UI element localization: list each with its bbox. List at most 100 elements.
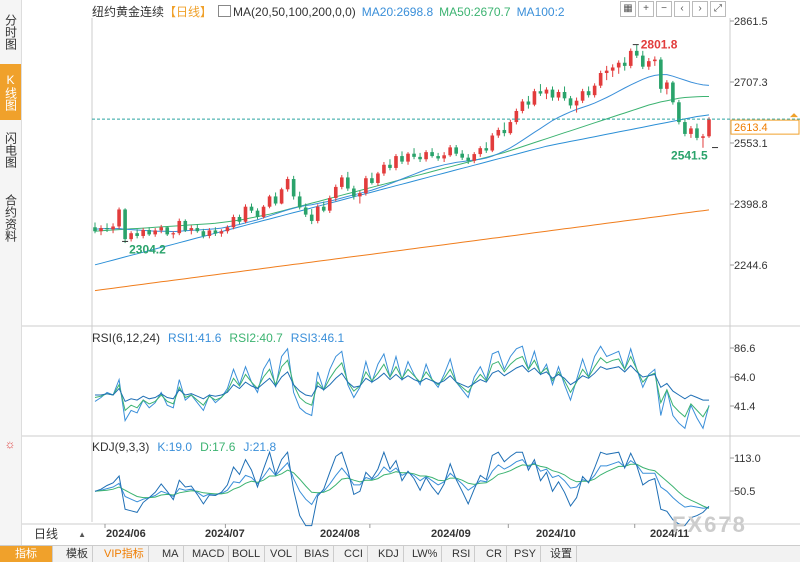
rsi-header: RSI(6,12,24) RSI1:41.6 RSI2:40.7 RSI3:46.1 — [92, 331, 352, 345]
candle-body — [352, 188, 356, 197]
candle-body — [147, 230, 151, 235]
candle-body — [382, 164, 386, 174]
zoom-in-icon[interactable]: + — [638, 1, 654, 17]
tab-ma[interactable]: MA — [158, 546, 184, 562]
candle-body — [562, 91, 567, 99]
low-annotation: 2304.2 — [129, 242, 166, 256]
candle-body — [701, 136, 705, 138]
period-selector[interactable]: 日线 ▲ — [22, 525, 88, 544]
y-tick-label: 2553.1 — [734, 138, 768, 150]
candle-body — [665, 82, 669, 89]
tab-flash[interactable]: 闪电图 — [3, 132, 18, 168]
candle-body — [424, 152, 428, 160]
candle-body — [321, 206, 326, 211]
tab-lw[interactable]: LW% — [408, 546, 443, 562]
kdj-line-j — [94, 450, 710, 527]
chart-type-icon[interactable]: ▦ — [620, 1, 636, 17]
candle-body — [538, 91, 543, 94]
candle-body — [303, 207, 308, 215]
candle-body — [628, 50, 633, 66]
candle-body — [412, 153, 416, 157]
candle-body — [604, 70, 609, 74]
ma20-value: MA20:2698.8 — [361, 5, 434, 19]
y-tick-label: 2398.8 — [734, 199, 768, 211]
tab-contract-info[interactable]: 合约资料 — [3, 194, 18, 242]
ma100-value: MA100:2 — [516, 5, 565, 19]
candle-body — [653, 59, 657, 62]
candle-body — [309, 214, 314, 221]
candle-body — [297, 196, 302, 208]
kdj-label: KDJ(9,3,3) — [92, 440, 150, 454]
candle-body — [183, 220, 188, 231]
candle-body — [671, 82, 675, 103]
candle-body — [580, 91, 585, 101]
candle-body — [243, 206, 248, 222]
candle-body — [659, 59, 663, 89]
tab-time-share[interactable]: 分时图 — [3, 14, 18, 50]
candle-body — [346, 177, 350, 189]
candle-body — [646, 61, 651, 67]
candle-body — [315, 206, 320, 221]
ma-params: MA(20,50,100,200,0,0) — [233, 5, 356, 19]
rsi-label: RSI(6,12,24) — [92, 331, 161, 345]
candle-body — [460, 153, 465, 158]
y-tick-label: 2244.6 — [734, 260, 768, 272]
instrument-title: 纽约黄金连续 — [92, 5, 165, 19]
tab-cci[interactable]: CCI — [340, 546, 368, 562]
tab-templates[interactable]: 模板 — [62, 546, 93, 562]
candle-body — [526, 101, 531, 105]
tab-cr[interactable]: CR — [482, 546, 507, 562]
candle-body — [634, 50, 639, 56]
rsi-tick-label: 64.0 — [734, 372, 755, 384]
tab-vip-indicators[interactable]: VIP指标 — [100, 546, 149, 562]
settings-sun-icon[interactable]: ☼ — [4, 437, 16, 451]
candle-body — [616, 62, 621, 68]
candle-body — [478, 148, 483, 155]
tab-indicators[interactable]: 指标 — [0, 546, 53, 562]
candle-body — [267, 196, 272, 207]
tab-vol[interactable]: VOL — [266, 546, 298, 562]
candle-body — [550, 89, 555, 98]
tab-boll[interactable]: BOLL — [228, 546, 266, 562]
candle-body — [117, 209, 121, 227]
rsi-tick-label: 41.4 — [734, 401, 755, 413]
zoom-out-icon[interactable]: − — [656, 1, 672, 17]
candle-body — [490, 135, 495, 151]
x-axis-label-aug: 2024/08 — [320, 528, 360, 540]
candle-body — [574, 100, 579, 106]
tab-rsi[interactable]: RSI — [448, 546, 476, 562]
candle-body — [279, 189, 284, 204]
rsi2-value: RSI2:40.7 — [229, 331, 283, 345]
candle-body — [496, 129, 501, 136]
candle-body — [201, 231, 206, 236]
candle-body — [189, 228, 194, 231]
candle-body — [153, 230, 158, 235]
candle-body — [442, 155, 446, 159]
candle-body — [249, 206, 254, 211]
candle-body — [129, 233, 133, 240]
candle-body — [514, 110, 519, 123]
nav-left-icon[interactable]: ‹ — [674, 1, 690, 17]
caret-up-icon: ▲ — [78, 530, 86, 539]
x-axis-label-jul: 2024/07 — [205, 528, 245, 540]
nav-right-icon[interactable]: › — [692, 1, 708, 17]
tab-settings[interactable]: 设置 — [546, 546, 577, 562]
period-label: 【日线】 — [164, 5, 213, 19]
candle-body — [400, 156, 404, 162]
x-axis-label-oct: 2024/10 — [536, 528, 576, 540]
fullscreen-icon[interactable]: ⤢ — [710, 1, 726, 17]
tab-kdj[interactable]: KDJ — [374, 546, 404, 562]
ma-toggle-icon[interactable] — [218, 5, 232, 17]
candle-body — [695, 128, 699, 138]
rsi-line-rsi3 — [95, 364, 709, 403]
candle-body — [683, 122, 687, 134]
tab-kline[interactable]: K线图 — [0, 64, 21, 120]
x-axis-label-jun: 2024/06 — [106, 528, 146, 540]
tab-psy[interactable]: PSY — [510, 546, 542, 562]
kdj-tick-label: 50.5 — [734, 486, 755, 498]
candle-body — [111, 226, 115, 230]
tab-macd[interactable]: MACD — [188, 546, 230, 562]
ma50-value: MA50:2670.7 — [439, 5, 511, 19]
tab-bias[interactable]: BIAS — [300, 546, 335, 562]
